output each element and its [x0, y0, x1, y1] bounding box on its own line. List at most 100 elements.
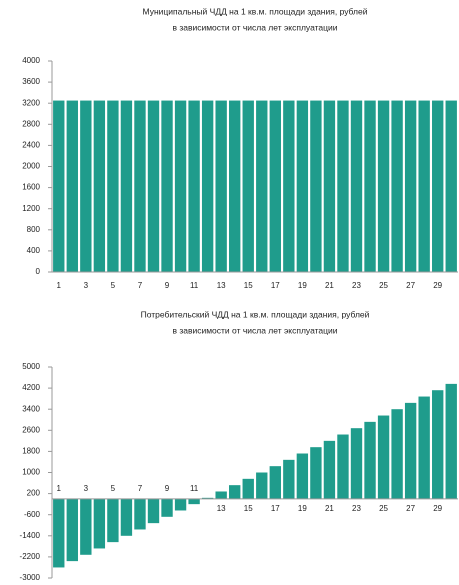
- x-tick-label: 23: [352, 504, 361, 513]
- y-tick-label: -600: [24, 510, 41, 519]
- bar: [215, 100, 227, 272]
- y-tick-label: 2000: [22, 162, 40, 171]
- x-tick-label: 25: [379, 281, 388, 290]
- bar: [377, 415, 390, 499]
- chart-subtitle: в зависимости от числа лет эксплуатации: [172, 325, 337, 335]
- bar: [445, 100, 457, 272]
- bar: [66, 498, 78, 562]
- bar: [53, 498, 65, 568]
- x-tick-label: 1: [57, 484, 62, 493]
- bar: [391, 100, 403, 272]
- bar: [445, 383, 457, 499]
- bar: [229, 100, 241, 272]
- bar: [269, 100, 281, 272]
- bar: [134, 100, 146, 272]
- bar: [391, 409, 403, 499]
- x-tick-label: 17: [271, 281, 280, 290]
- bar: [107, 100, 119, 272]
- bar: [66, 100, 78, 272]
- x-tick-label: 21: [325, 504, 334, 513]
- x-tick-label: 15: [244, 281, 253, 290]
- bar: [147, 498, 160, 524]
- bar: [134, 498, 146, 530]
- bar: [418, 396, 430, 499]
- bar: [283, 100, 295, 272]
- x-tick-label: 7: [138, 484, 143, 493]
- bar: [310, 447, 322, 499]
- y-tick-label: 1200: [22, 204, 40, 213]
- bar: [80, 100, 92, 272]
- bar: [161, 498, 173, 517]
- bar: [93, 498, 106, 549]
- x-tick-label: 5: [111, 484, 116, 493]
- x-tick-label: 13: [217, 504, 226, 513]
- bar: [256, 472, 268, 499]
- x-tick-label: 29: [433, 281, 442, 290]
- bar: [364, 100, 376, 272]
- bar: [242, 100, 254, 272]
- y-tick-label: -1400: [20, 531, 41, 540]
- bar: [256, 100, 268, 272]
- x-tick-label: 27: [406, 281, 415, 290]
- x-tick-label: 21: [325, 281, 334, 290]
- chart-subtitle: в зависимости от числа лет эксплуатации: [172, 22, 337, 32]
- bar: [174, 100, 187, 272]
- y-tick-label: 2600: [22, 425, 40, 434]
- bar: [188, 498, 200, 505]
- bar: [337, 100, 349, 272]
- bar: [80, 498, 92, 555]
- chart-title: Потребительский ЧДД на 1 кв.м. площади з…: [141, 309, 370, 319]
- y-tick-label: 5000: [22, 362, 40, 371]
- x-tick-label: 3: [84, 281, 89, 290]
- bar: [364, 421, 376, 499]
- bar: [120, 100, 133, 272]
- x-tick-label: 13: [217, 281, 226, 290]
- y-tick-label: 200: [27, 489, 41, 498]
- x-tick-label: 11: [190, 484, 199, 493]
- y-tick-label: 400: [27, 246, 41, 255]
- y-tick-label: 0: [36, 267, 41, 276]
- x-tick-label: 25: [379, 504, 388, 513]
- x-tick-label: 27: [406, 504, 415, 513]
- y-tick-label: 1600: [22, 183, 40, 192]
- y-tick-label: 3200: [22, 98, 40, 107]
- bar: [229, 485, 241, 499]
- bar: [377, 100, 390, 272]
- bar: [201, 497, 214, 499]
- chart-title: Муниципальный ЧДД на 1 кв.м. площади зда…: [143, 6, 368, 16]
- bar: [174, 498, 187, 511]
- bar: [161, 100, 173, 272]
- bar: [147, 100, 160, 272]
- x-tick-label: 1: [57, 281, 62, 290]
- bar: [188, 100, 200, 272]
- bar: [350, 100, 363, 272]
- x-tick-label: 9: [165, 484, 170, 493]
- bar: [418, 100, 430, 272]
- bar: [432, 390, 444, 499]
- x-tick-label: 5: [111, 281, 116, 290]
- bar: [296, 100, 309, 272]
- x-tick-label: 7: [138, 281, 143, 290]
- bar: [337, 434, 349, 499]
- y-tick-label: 2800: [22, 119, 40, 128]
- bar: [323, 440, 336, 499]
- bar: [432, 100, 444, 272]
- x-tick-label: 19: [298, 281, 307, 290]
- bar: [350, 428, 363, 499]
- y-tick-label: 3600: [22, 77, 40, 86]
- x-tick-label: 17: [271, 504, 280, 513]
- bar: [283, 459, 295, 499]
- bar: [215, 491, 227, 499]
- bar: [404, 100, 417, 272]
- x-tick-label: 9: [165, 281, 170, 290]
- y-tick-label: 1000: [22, 468, 40, 477]
- bar: [107, 498, 119, 543]
- y-tick-label: 1800: [22, 447, 40, 456]
- bar: [53, 100, 65, 272]
- bar: [269, 466, 281, 499]
- x-tick-label: 23: [352, 281, 361, 290]
- bar: [310, 100, 322, 272]
- bar: [242, 478, 254, 499]
- bar: [120, 498, 133, 536]
- x-tick-label: 11: [190, 281, 199, 290]
